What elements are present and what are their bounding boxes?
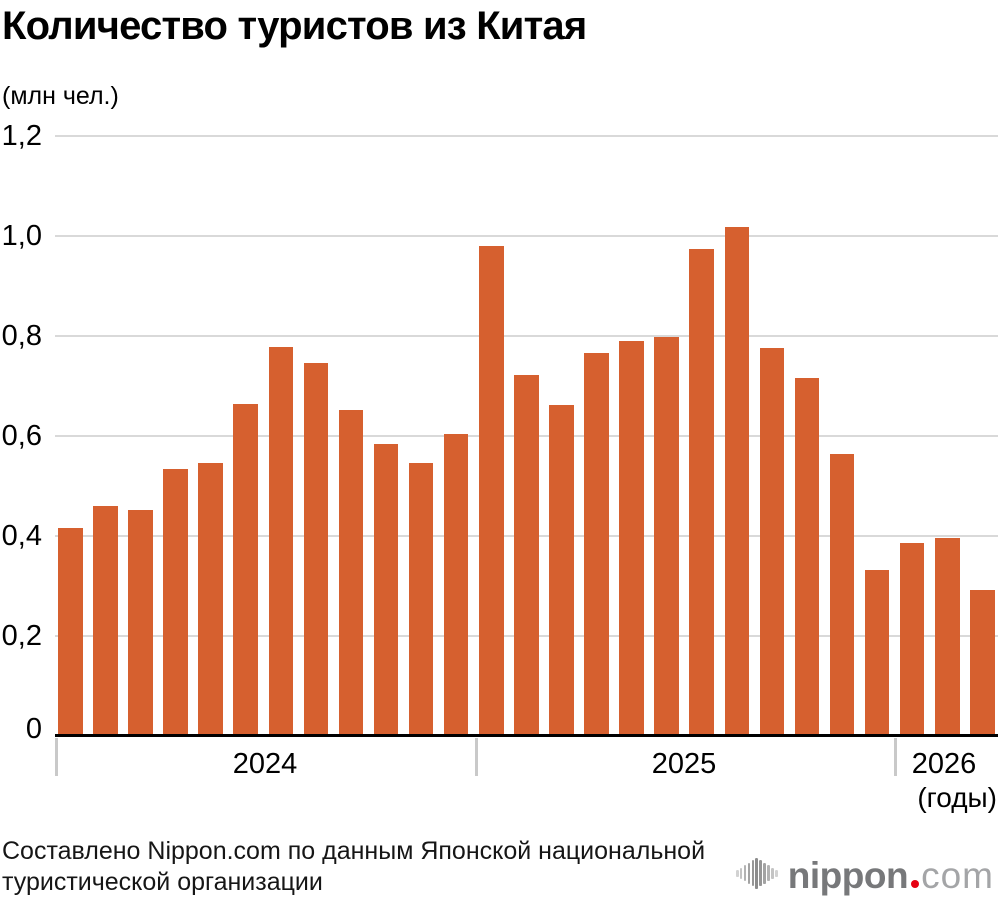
bar [233, 404, 258, 736]
source-note-line2: туристической организации [2, 868, 323, 896]
bar [163, 469, 188, 736]
soundwave-bar [774, 869, 778, 877]
bar [303, 362, 329, 736]
y-tick-label: 1,0 [1, 219, 42, 252]
bar [970, 590, 995, 736]
y-tick-label: 0,6 [1, 419, 42, 452]
year-tick [474, 738, 478, 776]
logo-red-dot-icon [911, 880, 920, 888]
x-axis-unit-label: (годы) [917, 782, 997, 813]
bar [619, 340, 644, 736]
bar [58, 527, 83, 736]
logo-text: nippon com [788, 857, 994, 894]
y-tick-label: 0,2 [1, 619, 42, 652]
bar [935, 537, 960, 736]
soundwave-bar [751, 860, 755, 886]
soundwave-bar [771, 867, 774, 879]
bar [408, 462, 434, 736]
soundwave-bar [743, 865, 747, 881]
logo-text-nippon: nippon [787, 855, 909, 896]
bar [584, 353, 609, 736]
year-label: 2025 [651, 748, 717, 780]
bar [829, 454, 855, 736]
logo-text-com: com [921, 855, 994, 896]
year-tick [894, 738, 897, 776]
gridline [55, 134, 998, 137]
source-note: Составлено Nippon.com по данным Японской… [2, 836, 705, 898]
year-tick [55, 738, 58, 776]
bar [443, 433, 469, 736]
bar [93, 506, 118, 736]
bar [759, 347, 785, 736]
year-label: 2024 [232, 748, 298, 780]
x-axis-line [55, 734, 998, 737]
bar [338, 409, 364, 736]
bar [479, 245, 504, 736]
bar [268, 347, 293, 736]
bar [864, 570, 890, 736]
bar [794, 378, 820, 736]
gridline [55, 234, 998, 237]
bar [724, 226, 749, 736]
source-note-line1: Составлено Nippon.com по данным Японской… [2, 837, 706, 865]
soundwave-bar [767, 865, 770, 881]
bar [373, 444, 399, 736]
y-tick-label: 0 [25, 712, 42, 745]
bar [654, 337, 679, 736]
y-tick-label: 0,8 [1, 319, 42, 352]
soundwave-bar [755, 857, 759, 889]
gridline [55, 334, 998, 337]
bar [549, 405, 574, 736]
soundwave-bar [763, 862, 766, 884]
soundwave-bar [759, 860, 762, 886]
y-tick-label: 1,2 [1, 119, 42, 152]
soundwave-bar [736, 869, 739, 877]
bar [514, 374, 539, 736]
bar [899, 543, 925, 736]
bar [689, 248, 714, 736]
bar [198, 463, 223, 736]
year-label: 2026 [911, 748, 977, 780]
soundwave-bar [747, 862, 751, 884]
soundwave-icon [736, 853, 779, 893]
soundwave-bar [739, 867, 743, 879]
y-axis-unit-label: (млн чел.) [2, 82, 119, 110]
y-tick-label: 0,4 [1, 519, 42, 552]
bar [128, 509, 153, 736]
chart-title: Количество туристов из Китая [2, 4, 587, 48]
nippon-com-logo: nippon com [736, 853, 994, 894]
